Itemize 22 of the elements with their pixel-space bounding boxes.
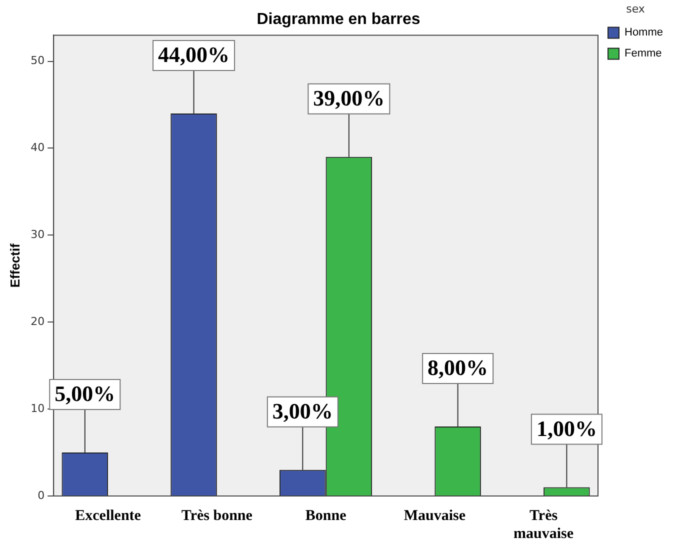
data-label: 8,00% <box>428 355 488 380</box>
y-tick-label: 0 <box>38 488 45 502</box>
data-label: 5,00% <box>54 381 116 406</box>
data-label: 3,00% <box>272 398 333 424</box>
x-tick-label: Très bonne <box>181 508 253 524</box>
y-tick-label: 10 <box>30 402 45 415</box>
chart-title: Diagramme en barres <box>256 11 420 28</box>
y-axis-title: Effectif <box>7 242 22 288</box>
data-label: 39,00% <box>313 86 385 111</box>
data-label: 1,00% <box>536 416 597 441</box>
x-tick-label: Excellente <box>75 508 142 524</box>
y-tick-label: 50 <box>30 54 45 68</box>
legend-label: Femme <box>624 48 662 60</box>
y-tick-label: 20 <box>30 314 45 328</box>
y-tick-label: 40 <box>30 141 45 154</box>
x-tick-label: Mauvaise <box>404 508 466 524</box>
x-tick-label: Bonne <box>305 508 347 524</box>
y-tick-label: 30 <box>30 228 45 242</box>
x-tick-label: Très mauvaise <box>514 508 574 542</box>
legend-title: sex <box>626 2 646 16</box>
legend-label: Homme <box>624 26 664 39</box>
data-label: 44,00% <box>158 42 230 68</box>
